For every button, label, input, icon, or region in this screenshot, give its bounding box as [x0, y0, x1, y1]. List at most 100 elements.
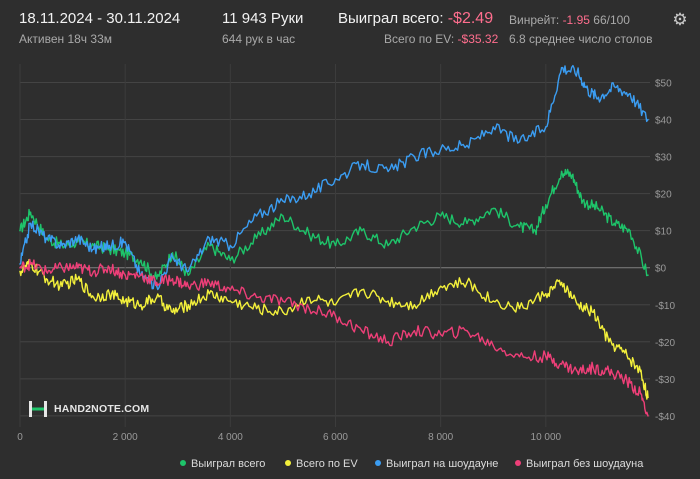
legend-dot-ev [285, 460, 291, 467]
series-0-point [597, 207, 600, 210]
series-2-point [108, 244, 111, 247]
won-total: Выиграл всего: -$2.49 [338, 10, 493, 28]
series-0-point [229, 259, 232, 262]
series-1-point [560, 281, 563, 284]
series-1-point [92, 296, 95, 299]
series-1-point [518, 307, 521, 310]
series-1-point [45, 278, 48, 280]
series-2-point [45, 237, 48, 239]
series-0-point [413, 226, 416, 228]
series-3-point [229, 289, 232, 291]
y-tick-label: $30 [655, 153, 672, 164]
ev-total: Всего по EV: -$35.32 [384, 32, 498, 46]
series-2-point [282, 200, 284, 202]
series-3-point [140, 274, 142, 276]
series-line-3 [19, 258, 649, 417]
legend-item-non-showdown[interactable]: Выиграл без шоудауна [515, 458, 643, 470]
x-tick-label: 6 000 [323, 432, 348, 443]
y-tick-label: -$20 [655, 338, 675, 349]
x-tick-label: 10 000 [531, 432, 562, 443]
series-3-point [592, 366, 594, 369]
series-2-point [77, 237, 79, 239]
series-1-point [466, 281, 468, 284]
avg-tables: 6.8 среднее число столов [509, 32, 653, 46]
y-tick-label: $10 [655, 227, 672, 238]
legend-item-won[interactable]: Выиграл всего [180, 458, 265, 470]
series-2-point [597, 96, 600, 99]
series-0-point [124, 252, 126, 254]
series-0-point [518, 226, 521, 228]
series-0-point [560, 170, 563, 173]
series-0-point [439, 215, 442, 217]
series-1-point [282, 311, 284, 313]
series-2-point [545, 126, 547, 128]
series-3-point [45, 270, 48, 273]
legend-item-ev[interactable]: Всего по EV [285, 458, 358, 470]
series-2-point [255, 215, 258, 217]
series-0-point [255, 237, 258, 239]
series-0-point [534, 229, 537, 232]
series-3-point [576, 370, 579, 373]
y-tick-label: -$10 [655, 301, 675, 312]
legend-item-showdown[interactable]: Выиграл на шоудауне [375, 458, 498, 470]
series-0-point [545, 203, 547, 206]
series-2-point [647, 118, 649, 121]
series-0-point [308, 233, 311, 236]
series-1-point [124, 300, 126, 302]
series-2-point [629, 92, 631, 95]
chart-legend: Выиграл всего Всего по EV Выиграл на шоу… [0, 458, 700, 474]
series-1-point [576, 303, 579, 306]
series-2-point [19, 263, 21, 265]
winrate-label: Винрейт: [509, 13, 560, 27]
y-tick-label: $40 [655, 116, 672, 127]
legend-label-ev: Всего по EV [296, 458, 358, 470]
series-2-point [587, 89, 589, 91]
series-1-point [229, 300, 232, 302]
series-0-point [492, 207, 495, 210]
active-time: Активен 18ч 33м [19, 32, 112, 46]
series-3-point [308, 307, 311, 310]
series-0-point [387, 244, 389, 247]
series-line-2 [19, 64, 649, 291]
series-2-point [576, 70, 579, 73]
series-3-point [387, 341, 389, 343]
series-1-point [77, 278, 79, 280]
series-line-0 [19, 168, 649, 280]
series-1-point [255, 307, 258, 310]
series-0-point [29, 211, 32, 213]
winrate-unit: 66/100 [593, 13, 630, 27]
series-1-point [608, 341, 610, 343]
series-3-point [518, 355, 521, 358]
series-3-point [92, 270, 95, 273]
legend-label-showdown: Выиграл на шоудауне [386, 458, 499, 470]
won-total-value: -$2.49 [447, 10, 494, 27]
hands-count: 11 943 Руки [222, 10, 304, 27]
x-tick-label: 8 000 [428, 432, 453, 443]
series-1-point [334, 303, 337, 306]
series-3-point [439, 333, 442, 336]
series-2-point [29, 222, 32, 225]
date-range: 18.11.2024 - 30.11.2024 [19, 10, 181, 27]
series-1-point [155, 296, 158, 299]
series-3-point [61, 266, 63, 269]
y-tick-label: -$30 [655, 375, 675, 386]
chart-grid [19, 64, 650, 427]
y-tick-label: $0 [655, 264, 667, 275]
series-2-point [334, 178, 337, 180]
gear-icon[interactable]: ⚙ [672, 10, 688, 29]
series-1-point [61, 285, 63, 288]
series-2-point [155, 285, 158, 288]
series-3-point [647, 415, 649, 417]
y-tick-label: -$40 [655, 412, 675, 423]
won-total-label: Выиграл всего: [338, 10, 444, 27]
series-3-point [623, 378, 626, 380]
series-1-point [623, 352, 626, 354]
series-3-point [639, 392, 642, 395]
legend-label-non-showdown: Выиграл без шоудауна [526, 458, 644, 470]
series-1-point [387, 300, 389, 302]
series-2-point [229, 244, 232, 247]
series-3-point [413, 329, 416, 332]
series-1-point [208, 292, 211, 295]
series-0-point [171, 252, 174, 254]
